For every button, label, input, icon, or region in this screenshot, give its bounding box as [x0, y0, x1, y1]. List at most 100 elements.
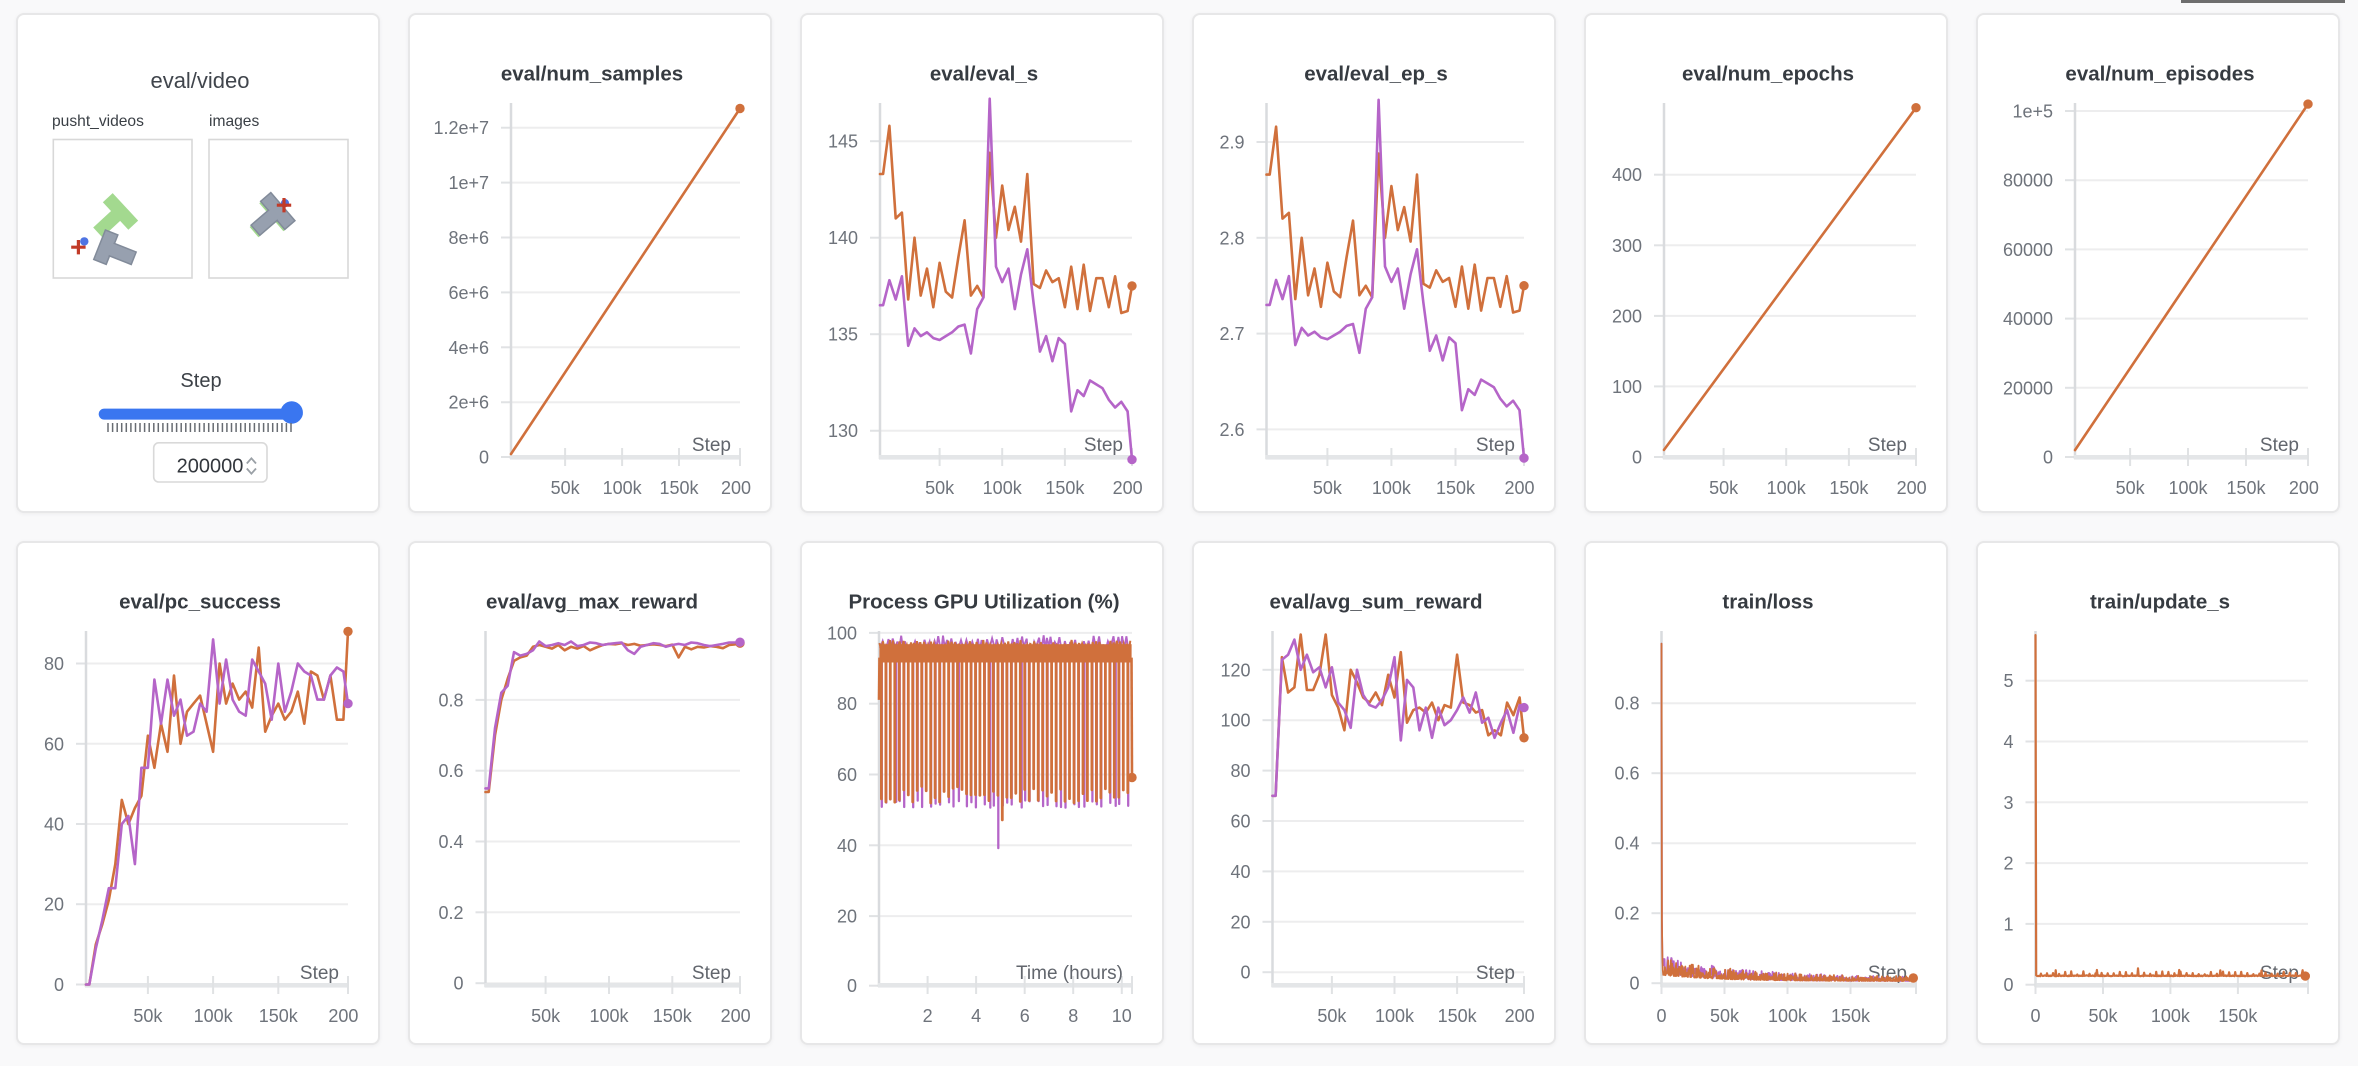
- svg-text:60000: 60000: [2003, 240, 2053, 260]
- svg-text:2.8: 2.8: [1219, 228, 1244, 248]
- svg-text:1: 1: [2003, 914, 2013, 934]
- svg-text:80: 80: [1230, 761, 1250, 781]
- svg-text:0: 0: [453, 974, 463, 994]
- svg-text:60: 60: [44, 734, 64, 754]
- svg-text:100k: 100k: [589, 1006, 629, 1026]
- svg-text:40: 40: [837, 836, 857, 856]
- svg-text:5: 5: [2003, 671, 2013, 691]
- svg-text:1.2e+7: 1.2e+7: [433, 118, 489, 138]
- svg-text:200: 200: [2289, 478, 2319, 498]
- svg-text:40000: 40000: [2003, 309, 2053, 329]
- svg-text:50k: 50k: [2088, 1006, 2118, 1026]
- svg-text:80: 80: [44, 654, 64, 674]
- svg-text:2.6: 2.6: [1219, 420, 1244, 440]
- svg-text:Step: Step: [180, 370, 221, 392]
- svg-text:1e+5: 1e+5: [2012, 102, 2053, 122]
- svg-text:eval/num_episodes: eval/num_episodes: [2065, 63, 2254, 86]
- svg-text:eval/num_samples: eval/num_samples: [501, 63, 683, 86]
- svg-text:150k: 150k: [259, 1006, 299, 1026]
- svg-text:0: 0: [2003, 975, 2013, 995]
- svg-text:3: 3: [2003, 793, 2013, 813]
- svg-text:train/update_s: train/update_s: [2090, 591, 2230, 614]
- svg-text:eval/pc_success: eval/pc_success: [119, 591, 281, 614]
- svg-text:50k: 50k: [133, 1006, 163, 1026]
- svg-text:50k: 50k: [1313, 478, 1343, 498]
- svg-text:0: 0: [847, 976, 857, 996]
- svg-text:100: 100: [1220, 711, 1250, 731]
- svg-text:2.9: 2.9: [1219, 133, 1244, 153]
- svg-text:120: 120: [1220, 660, 1250, 680]
- svg-text:20: 20: [44, 895, 64, 915]
- svg-text:0.2: 0.2: [438, 903, 463, 923]
- svg-text:Time (hours): Time (hours): [1016, 963, 1123, 984]
- svg-text:1e+7: 1e+7: [448, 173, 489, 193]
- svg-text:20: 20: [837, 907, 857, 927]
- svg-text:eval/num_epochs: eval/num_epochs: [1682, 63, 1854, 86]
- svg-text:50k: 50k: [1710, 1006, 1740, 1026]
- svg-text:8e+6: 8e+6: [448, 228, 489, 248]
- svg-text:400: 400: [1612, 165, 1642, 185]
- svg-text:0.8: 0.8: [1614, 694, 1639, 714]
- svg-text:300: 300: [1612, 236, 1642, 256]
- svg-text:40: 40: [44, 815, 64, 835]
- svg-text:140: 140: [828, 228, 858, 248]
- svg-text:8: 8: [1068, 1006, 1078, 1026]
- svg-text:2: 2: [923, 1006, 933, 1026]
- svg-text:150k: 150k: [653, 1006, 693, 1026]
- svg-text:4: 4: [2003, 732, 2013, 752]
- svg-text:eval/eval_ep_s: eval/eval_ep_s: [1304, 63, 1448, 86]
- svg-text:145: 145: [828, 132, 858, 152]
- svg-text:Step: Step: [1868, 435, 1907, 456]
- svg-text:150k: 150k: [1045, 478, 1085, 498]
- svg-text:150k: 150k: [1438, 1006, 1478, 1026]
- svg-text:200000: 200000: [177, 456, 244, 478]
- svg-text:0.8: 0.8: [438, 690, 463, 710]
- svg-text:100k: 100k: [2151, 1006, 2191, 1026]
- svg-text:Process GPU Utilization (%): Process GPU Utilization (%): [848, 591, 1119, 614]
- svg-text:200: 200: [1897, 478, 1927, 498]
- svg-text:100k: 100k: [983, 478, 1023, 498]
- svg-text:eval/eval_s: eval/eval_s: [930, 63, 1038, 86]
- svg-text:0: 0: [2043, 448, 2053, 468]
- svg-text:200: 200: [328, 1006, 358, 1026]
- svg-text:2: 2: [2003, 854, 2013, 874]
- svg-text:Step: Step: [2260, 435, 2299, 456]
- svg-text:40: 40: [1230, 862, 1250, 882]
- svg-text:200: 200: [721, 1006, 751, 1026]
- svg-text:100k: 100k: [1372, 478, 1412, 498]
- svg-text:135: 135: [828, 325, 858, 345]
- svg-text:0: 0: [479, 448, 489, 468]
- svg-text:0: 0: [1656, 1006, 1666, 1026]
- svg-text:100k: 100k: [194, 1006, 234, 1026]
- svg-text:200: 200: [1113, 478, 1143, 498]
- svg-text:2e+6: 2e+6: [448, 393, 489, 413]
- svg-text:100: 100: [1612, 377, 1642, 397]
- svg-text:0: 0: [1240, 963, 1250, 983]
- svg-text:Step: Step: [1476, 963, 1515, 984]
- svg-text:20000: 20000: [2003, 378, 2053, 398]
- svg-text:100k: 100k: [1768, 1006, 1808, 1026]
- svg-text:Step: Step: [1476, 435, 1515, 456]
- svg-text:50k: 50k: [551, 478, 581, 498]
- svg-text:50k: 50k: [1317, 1006, 1347, 1026]
- svg-text:0.2: 0.2: [1614, 904, 1639, 924]
- svg-text:eval/avg_sum_reward: eval/avg_sum_reward: [1269, 591, 1482, 614]
- svg-text:100k: 100k: [603, 478, 643, 498]
- svg-text:50k: 50k: [531, 1006, 561, 1026]
- svg-text:150k: 150k: [1829, 478, 1869, 498]
- svg-text:100: 100: [827, 623, 857, 643]
- svg-text:50k: 50k: [925, 478, 955, 498]
- svg-text:60: 60: [1230, 812, 1250, 832]
- svg-text:eval/video: eval/video: [150, 68, 249, 93]
- svg-text:80000: 80000: [2003, 171, 2053, 191]
- svg-text:200: 200: [1505, 1006, 1535, 1026]
- svg-text:100k: 100k: [2168, 478, 2208, 498]
- svg-text:100k: 100k: [1375, 1006, 1415, 1026]
- svg-text:150k: 150k: [2218, 1006, 2258, 1026]
- svg-text:6: 6: [1020, 1006, 1030, 1026]
- svg-text:150k: 150k: [1831, 1006, 1871, 1026]
- svg-text:200: 200: [1612, 306, 1642, 326]
- svg-text:Step: Step: [692, 435, 731, 456]
- svg-text:Step: Step: [692, 963, 731, 984]
- svg-text:0.6: 0.6: [438, 761, 463, 781]
